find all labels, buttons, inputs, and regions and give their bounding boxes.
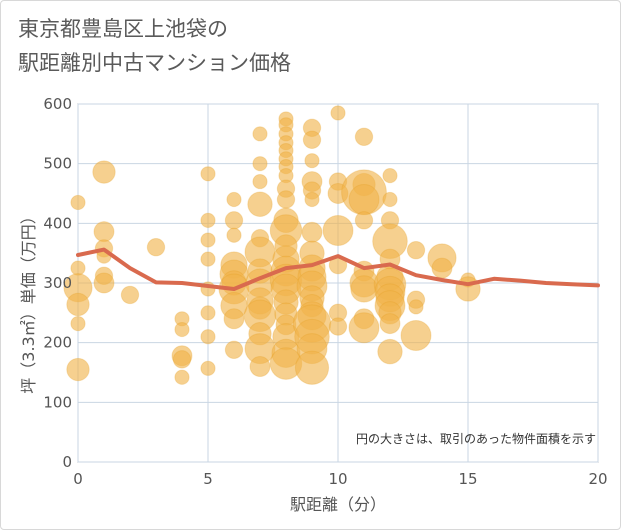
bubble-size-note: 円の大きさは、取引のあった物件面積を示す [356, 431, 596, 446]
bubble-point [200, 251, 216, 267]
bubble-point [200, 212, 216, 228]
y-tick-label: 200 [43, 334, 72, 352]
bubble-point [322, 214, 354, 246]
bubble-point [276, 190, 296, 209]
bubble-series [63, 105, 481, 385]
x-tick-label: 20 [588, 470, 607, 488]
y-tick-label: 0 [62, 453, 72, 471]
x-axis-label: 駅距離（分） [290, 495, 386, 514]
x-tick-label: 5 [203, 470, 213, 488]
chart-title-line-1: 東京都豊島区上池袋の [18, 17, 228, 41]
bubble-point [120, 285, 140, 305]
bubble-point [348, 312, 380, 344]
x-tick-label: 0 [73, 470, 83, 488]
bubble-point [348, 183, 380, 215]
bubble-point [93, 221, 115, 243]
x-tick-label: 10 [328, 470, 347, 488]
bubble-point [328, 317, 348, 336]
bubble-point [400, 320, 432, 352]
bubble-point [146, 238, 166, 257]
y-axis-label: 坪（3.3㎡）単価（万円） [19, 208, 38, 393]
bubble-point [174, 321, 190, 338]
bubble-point [252, 173, 268, 190]
average-line-series [76, 247, 600, 291]
y-tick-label: 500 [43, 155, 72, 173]
bubble-point [354, 127, 374, 147]
chart-title-line-2: 駅距離別中古マンション価格 [18, 51, 291, 75]
bubble-point [252, 126, 268, 142]
bubble-point [200, 360, 216, 376]
bubble-point [350, 275, 378, 303]
bubble-point [301, 221, 323, 243]
bubble-point [70, 315, 86, 332]
bubble-point [382, 168, 398, 184]
bubble-point [223, 308, 245, 330]
bubble-point [226, 227, 242, 243]
bubble-point [200, 166, 216, 182]
bubble-point [406, 240, 426, 260]
y-tick-label: 600 [43, 95, 72, 113]
bubble-point [304, 191, 320, 208]
bubble-point [70, 194, 86, 211]
bubble-point [354, 211, 374, 230]
bubble-point [66, 292, 90, 317]
bubble-point [382, 191, 398, 208]
bubble-point [249, 356, 271, 378]
bubble-point [330, 105, 346, 121]
bubble-point [70, 260, 86, 276]
bubble-point [172, 350, 192, 369]
bubble-point [294, 350, 330, 385]
bubble-point [226, 191, 242, 208]
y-tick-label: 300 [43, 274, 72, 292]
bubble-point [66, 357, 90, 382]
bubble-point [174, 369, 190, 385]
bubble-point [408, 299, 424, 315]
bubble-point [377, 338, 403, 365]
bubble-point [93, 272, 115, 294]
bubble-point [379, 313, 401, 335]
bubble-point [200, 305, 216, 321]
bubble-point [302, 130, 322, 150]
bubble-point [252, 156, 268, 172]
bubble-point [92, 160, 116, 184]
average-price-line [76, 247, 600, 291]
bubble-point [224, 340, 244, 360]
bubble-point [247, 191, 273, 217]
y-tick-label: 100 [43, 393, 72, 411]
bubble-point [224, 211, 244, 230]
x-tick-label: 15 [458, 470, 477, 488]
bubble-point [200, 232, 216, 248]
bubble-point [304, 153, 320, 169]
bubble-point [200, 329, 216, 345]
chart-title: 東京都豊島区上池袋の 駅距離別中古マンション価格 [18, 12, 291, 80]
bubble-point [431, 257, 453, 279]
y-tick-label: 400 [43, 214, 72, 232]
